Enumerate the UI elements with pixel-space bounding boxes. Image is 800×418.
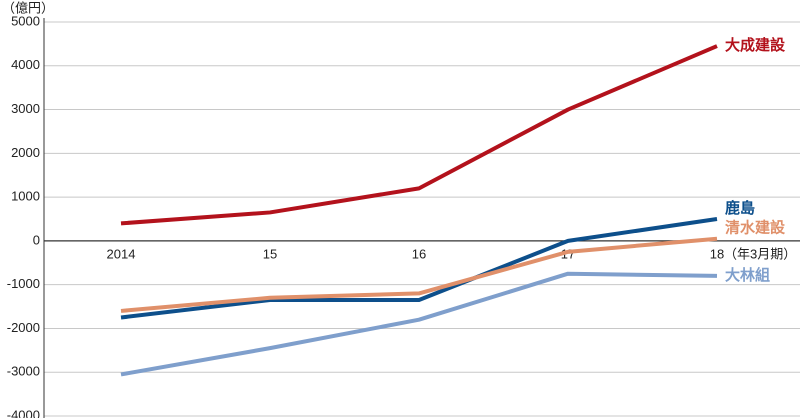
y-tick-label: 4000 [11,57,40,72]
x-tick-label: 16 [412,246,426,261]
y-tick-label: 0 [33,232,40,247]
series-label: 大成建設 [725,36,786,54]
series-line [120,236,718,313]
y-tick-label: 5000 [11,13,40,28]
x-tick-label: 15 [263,246,277,261]
y-tick-label: 3000 [11,101,40,116]
series-line [120,271,718,377]
y-tick-label: 1000 [11,189,40,204]
series-label: 大林組 [725,266,770,284]
series-label: 鹿島 [725,199,755,217]
series-line [120,217,718,320]
y-tick-label: -3000 [7,364,40,379]
y-tick-label: 2000 [11,145,40,160]
y-tick-label: -2000 [7,320,40,335]
y-tick-label: -1000 [7,276,40,291]
series-label: 清水建設 [725,219,786,237]
x-unit-annotation: （年3月期） [724,246,796,261]
x-tick-label: 2014 [107,246,136,261]
x-tick-label: 18 [710,246,724,261]
series-line [120,44,718,226]
y-tick-label: -4000 [7,407,40,418]
y-axis-label: （億円） [2,0,54,15]
